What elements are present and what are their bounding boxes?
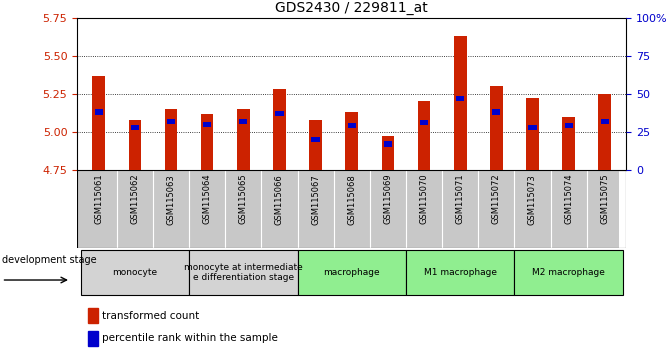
Text: GSM115061: GSM115061 (94, 174, 103, 224)
Bar (346, 112, 358, 170)
Bar (273, 89, 286, 170)
Bar (165, 109, 178, 170)
Bar (167, 119, 175, 124)
Text: GSM115069: GSM115069 (383, 174, 393, 224)
Bar (565, 123, 573, 129)
Bar (454, 36, 466, 170)
Text: GSM115072: GSM115072 (492, 174, 501, 224)
FancyBboxPatch shape (406, 250, 515, 295)
Text: macrophage: macrophage (324, 268, 380, 277)
Bar (529, 125, 537, 130)
Bar (131, 125, 139, 130)
Bar (600, 119, 609, 124)
Bar (203, 121, 211, 127)
Bar (598, 94, 611, 170)
Text: monocyte at intermediate
e differentiation stage: monocyte at intermediate e differentiati… (184, 263, 303, 282)
Text: GSM115066: GSM115066 (275, 174, 284, 224)
Text: M2 macrophage: M2 macrophage (532, 268, 605, 277)
Bar (312, 137, 320, 142)
Text: GSM115062: GSM115062 (131, 174, 139, 224)
Bar (275, 111, 283, 116)
Bar (490, 86, 502, 170)
Bar (417, 101, 430, 170)
Text: monocyte: monocyte (113, 268, 157, 277)
Title: GDS2430 / 229811_at: GDS2430 / 229811_at (275, 1, 428, 15)
Bar (382, 136, 394, 170)
Bar (310, 120, 322, 170)
Text: GSM115068: GSM115068 (347, 174, 356, 224)
Bar (562, 117, 575, 170)
Bar (92, 75, 105, 170)
Bar (94, 109, 103, 115)
Text: GSM115063: GSM115063 (167, 174, 176, 224)
Text: GSM115075: GSM115075 (600, 174, 609, 224)
Text: GSM115074: GSM115074 (564, 174, 573, 224)
Bar (526, 98, 539, 170)
FancyBboxPatch shape (189, 250, 297, 295)
Text: GSM115070: GSM115070 (419, 174, 429, 224)
Text: GSM115071: GSM115071 (456, 174, 465, 224)
Bar (201, 114, 214, 170)
Bar (420, 120, 428, 125)
FancyBboxPatch shape (80, 250, 189, 295)
Bar (129, 120, 141, 170)
Text: GSM115065: GSM115065 (239, 174, 248, 224)
Bar (88, 331, 98, 346)
Text: percentile rank within the sample: percentile rank within the sample (102, 333, 277, 343)
Bar (384, 141, 392, 147)
FancyBboxPatch shape (515, 250, 623, 295)
Bar (88, 308, 98, 323)
Text: development stage: development stage (1, 255, 96, 265)
Bar (239, 119, 247, 124)
Bar (456, 96, 464, 101)
Bar (348, 123, 356, 129)
Text: GSM115064: GSM115064 (202, 174, 212, 224)
Text: transformed count: transformed count (102, 311, 199, 321)
Bar (492, 109, 500, 115)
Text: GSM115073: GSM115073 (528, 174, 537, 224)
FancyBboxPatch shape (297, 250, 406, 295)
Text: M1 macrophage: M1 macrophage (423, 268, 496, 277)
Text: GSM115067: GSM115067 (311, 174, 320, 224)
Bar (237, 109, 250, 170)
